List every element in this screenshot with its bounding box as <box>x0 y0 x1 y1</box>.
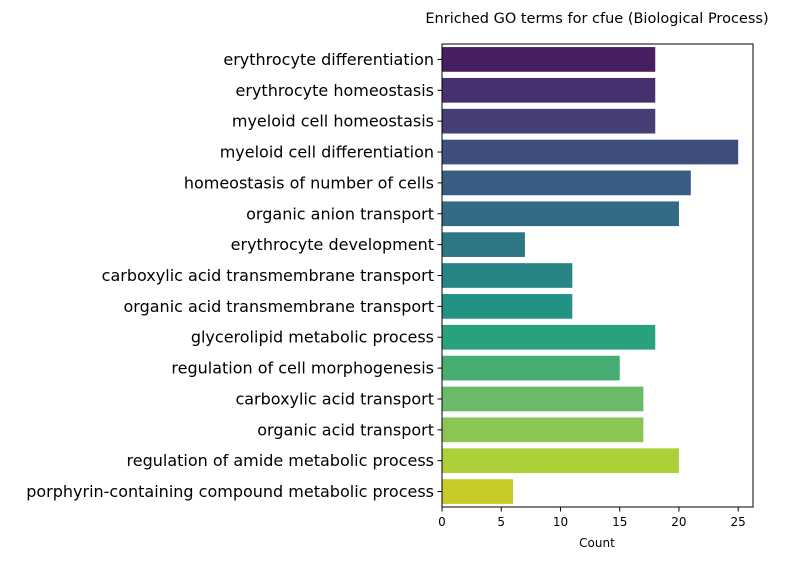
bar-1 <box>442 77 656 103</box>
bar-12 <box>442 417 644 443</box>
bars-group <box>442 47 739 504</box>
x-tick-label-0: 0 <box>438 515 446 529</box>
category-label-0: erythrocyte differentiation <box>223 50 434 69</box>
bar-11 <box>442 386 644 412</box>
chart-title: Enriched GO terms for cfue (Biological P… <box>425 11 768 27</box>
category-label-14: porphyrin-containing compound metabolic … <box>26 482 434 501</box>
category-label-1: erythrocyte homeostasis <box>236 81 434 100</box>
category-label-11: carboxylic acid transport <box>235 389 434 408</box>
x-axis-label: Count <box>579 536 615 550</box>
bar-3 <box>442 139 739 165</box>
category-label-4: homeostasis of number of cells <box>184 173 434 192</box>
bar-7 <box>442 263 573 288</box>
bar-10 <box>442 355 620 381</box>
bar-14 <box>442 479 514 504</box>
plot-frame <box>441 43 754 508</box>
x-tick-label-2: 10 <box>553 515 568 529</box>
category-label-2: myeloid cell homeostasis <box>232 112 434 131</box>
x-tick-label-4: 20 <box>671 515 686 529</box>
category-label-10: regulation of cell morphogenesis <box>171 359 434 378</box>
bar-13 <box>442 448 679 474</box>
category-label-8: organic acid transmembrane transport <box>124 297 435 316</box>
category-label-6: erythrocyte development <box>231 235 434 254</box>
category-label-7: carboxylic acid transmembrane transport <box>102 266 434 285</box>
bar-9 <box>442 324 656 350</box>
bar-0 <box>442 47 656 72</box>
bar-6 <box>442 232 525 257</box>
category-label-9: glycerolipid metabolic process <box>191 328 434 347</box>
category-label-12: organic acid transport <box>257 420 434 439</box>
x-axis: 0 5 10 15 20 25 <box>437 58 746 529</box>
bar-2 <box>442 108 656 134</box>
bar-8 <box>442 294 573 319</box>
category-labels-group: erythrocyte differentiation erythrocyte h… <box>26 50 434 501</box>
x-tick-label-3: 15 <box>612 515 627 529</box>
bar-5 <box>442 201 679 227</box>
category-label-13: regulation of amide metabolic process <box>127 451 435 470</box>
plot-border <box>441 43 754 508</box>
category-label-5: organic anion transport <box>246 204 434 223</box>
x-tick-label-1: 5 <box>497 515 505 529</box>
category-label-3: myeloid cell differentiation <box>220 143 434 162</box>
x-tick-label-5: 25 <box>731 515 746 529</box>
bar-4 <box>442 170 691 196</box>
